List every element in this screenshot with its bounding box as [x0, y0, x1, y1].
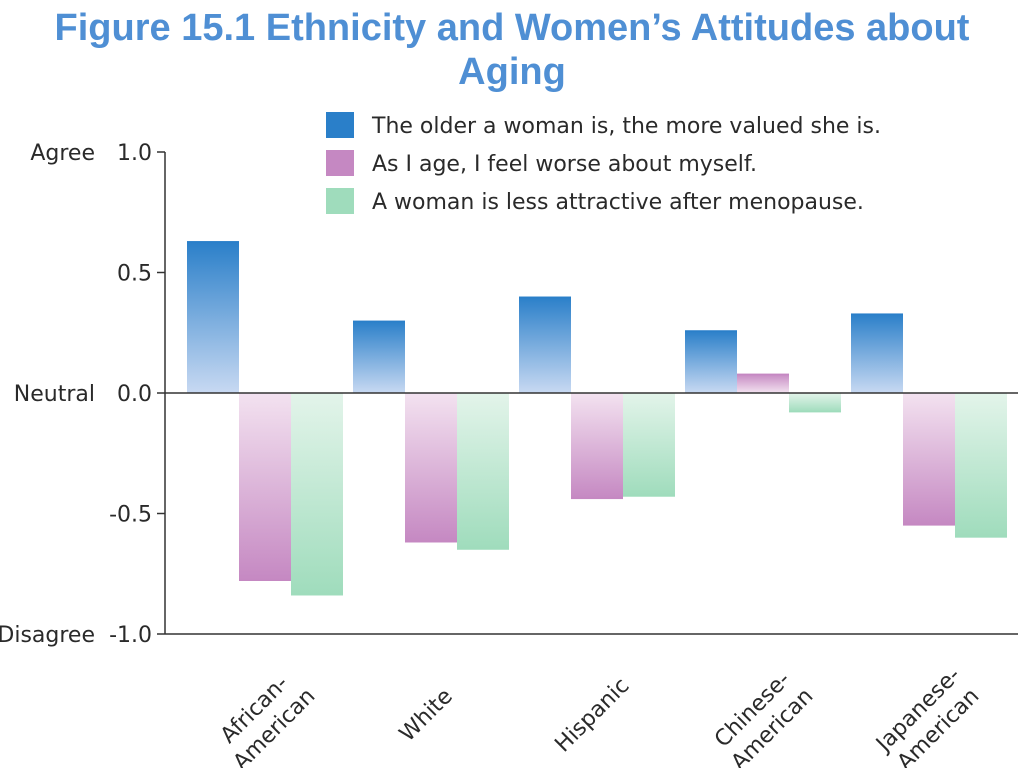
bar	[789, 393, 841, 413]
x-tick-label: African-American	[209, 664, 321, 768]
bar-edge	[405, 540, 457, 543]
bar	[353, 320, 405, 393]
bar-edge	[903, 524, 955, 526]
bar	[405, 393, 457, 543]
bar	[291, 393, 343, 596]
y-annotation: Neutral	[14, 382, 95, 407]
bar	[685, 330, 737, 393]
bar-edge	[685, 330, 737, 332]
bar-edge	[623, 495, 675, 497]
x-tick-label: Japanese-American	[870, 663, 985, 768]
bar-edge	[353, 320, 405, 323]
bar-edge	[519, 296, 571, 299]
bar-edge	[187, 241, 239, 243]
bar-edge	[571, 497, 623, 500]
bar	[623, 393, 675, 497]
legend-swatch	[326, 150, 354, 176]
bar	[851, 313, 903, 393]
y-tick-label: -0.5	[109, 503, 152, 528]
bar	[571, 393, 623, 500]
bar	[457, 393, 509, 550]
bar-edge	[789, 410, 841, 413]
bar-edge	[955, 536, 1007, 538]
bar	[903, 393, 955, 526]
legend: The older a woman is, the more valued sh…	[326, 112, 881, 215]
bar-edge	[457, 548, 509, 550]
chart-title: Figure 15.1 Ethnicity and Women’s Attitu…	[54, 7, 970, 93]
bar	[239, 393, 291, 581]
y-tick-label: 1.0	[117, 141, 152, 166]
x-tick-label: Chinese-American	[707, 664, 819, 768]
bar-edge	[851, 313, 903, 315]
y-annotation: Disagree	[0, 623, 95, 648]
y-annotation: Agree	[30, 141, 95, 166]
bar	[737, 373, 789, 393]
bar-edge	[239, 579, 291, 581]
x-tick-label: White	[395, 684, 458, 747]
x-tick-label: Hispanic	[550, 673, 634, 757]
y-axis: 1.0 Agree 0.5 0.0 Neutral -0.5 -1.0 Disagree	[0, 141, 166, 648]
legend-label: A woman is less attractive after menopau…	[372, 190, 864, 215]
bar	[187, 241, 239, 393]
legend-label: The older a woman is, the more valued sh…	[371, 114, 881, 139]
y-tick-label: -1.0	[109, 623, 152, 648]
x-axis: African-American White Hispanic Chinese-Ame…	[165, 633, 1018, 768]
bar	[519, 296, 571, 393]
y-tick-label: 0.5	[117, 262, 152, 287]
legend-label: As I age, I feel worse about myself.	[372, 152, 757, 177]
bar	[955, 393, 1007, 538]
bar-edge	[737, 373, 789, 376]
bar-edge	[291, 593, 343, 596]
legend-swatch	[326, 188, 354, 214]
legend-swatch	[326, 112, 354, 138]
bars	[165, 241, 1018, 596]
y-tick-label: 0.0	[117, 382, 152, 407]
